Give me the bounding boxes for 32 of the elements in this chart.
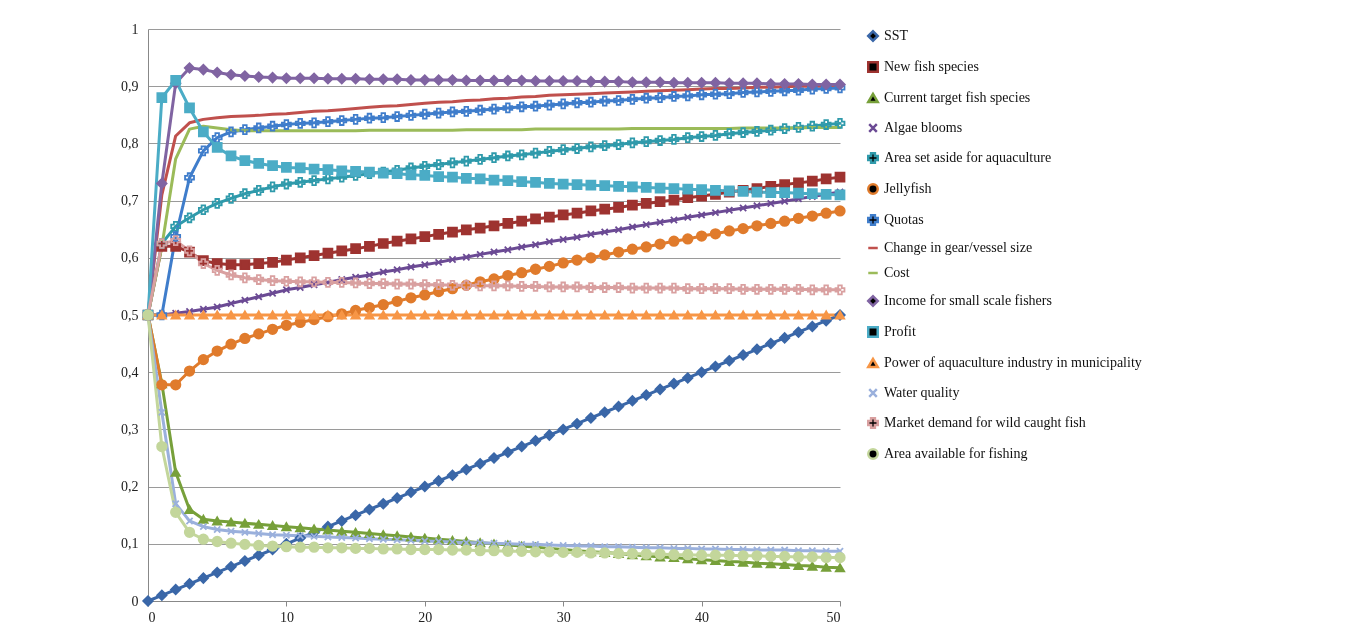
legend-label: Area available for fishing — [884, 446, 1028, 461]
x-tick-label: 10 — [279, 609, 294, 625]
y-tick-label: 0 — [131, 593, 139, 609]
x-tick-label: 50 — [826, 609, 841, 625]
y-tick-label: 1 — [131, 21, 139, 37]
y-tick-label: 0,4 — [121, 364, 139, 380]
y-tick-label: 0,7 — [121, 193, 139, 209]
legend-label: Income for small scale fishers — [884, 293, 1052, 308]
legend-label: Change in gear/vessel size — [884, 240, 1033, 255]
x-tick-label: 0 — [148, 609, 156, 625]
legend-label: New fish species — [884, 59, 979, 74]
y-tick-label: 0,8 — [121, 135, 139, 151]
legend-label: Jellyfish — [884, 181, 932, 196]
legend-label: Profit — [884, 324, 916, 339]
x-tick-label: 30 — [556, 609, 571, 625]
y-tick-label: 0,3 — [121, 421, 139, 437]
y-tick-label: 0,6 — [121, 250, 139, 266]
x-tick-label: 20 — [418, 609, 433, 625]
legend-label: Water quality — [884, 385, 960, 400]
y-tick-label: 0,2 — [121, 479, 139, 495]
legend-label: Market demand for wild caught fish — [884, 415, 1086, 430]
legend-label: Power of aquaculture industry in municipality — [884, 355, 1142, 370]
legend-label: Current target fish species — [884, 90, 1031, 105]
legend-label: SST — [884, 28, 909, 43]
y-tick-label: 0,5 — [121, 307, 139, 323]
y-tick-label: 0,9 — [121, 78, 139, 94]
legend-label: Area set aside for aquaculture — [884, 150, 1052, 165]
legend-label: Quotas — [884, 212, 924, 227]
legend-label: Algae blooms — [884, 120, 963, 135]
legend-label: Cost — [884, 265, 910, 280]
y-tick-label: 0,1 — [121, 536, 139, 552]
x-tick-label: 40 — [695, 609, 710, 625]
